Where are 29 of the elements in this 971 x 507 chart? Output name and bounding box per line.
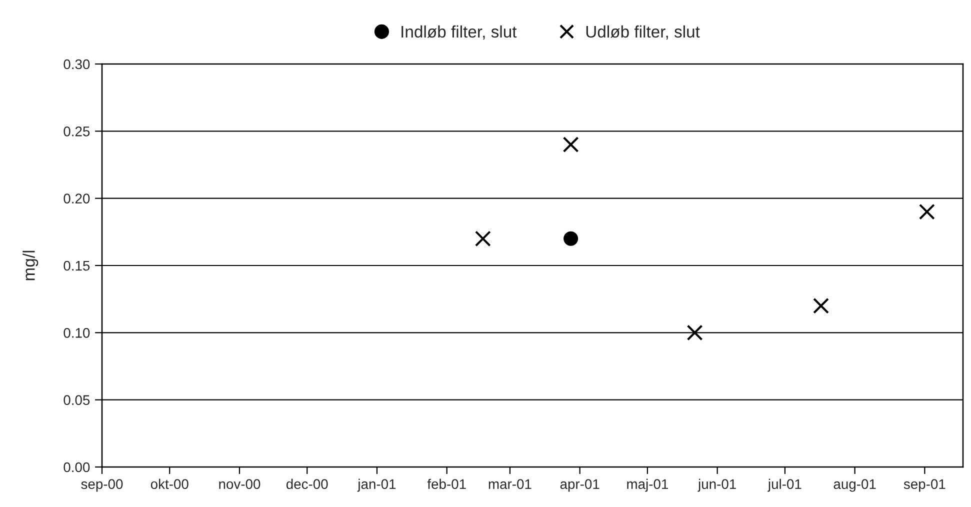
x-tick-label: nov-00 [219, 479, 260, 490]
x-tick-label: jan-01 [357, 478, 396, 492]
y-tick-label: 0.30 [64, 59, 90, 70]
y-tick-label: 0.00 [64, 462, 90, 472]
x-tick-label: sep-00 [81, 479, 123, 492]
y-tick-label: 0.25 [64, 126, 90, 136]
x-tick-label: okt-00 [150, 478, 188, 490]
y-tick-label: 0.10 [64, 328, 90, 338]
y-tick-label: 0.15 [64, 260, 90, 271]
point [918, 204, 935, 220]
y-tick-label: 0.05 [64, 395, 90, 406]
y-axis-title: mg/l [22, 250, 38, 280]
x-tick-label: apr-01 [560, 479, 600, 492]
x-tick-label: aug-01 [834, 479, 876, 492]
point [813, 298, 829, 314]
point [564, 231, 578, 246]
x-tick-label: maj-01 [627, 478, 668, 492]
x-tick-label: jun-01 [698, 478, 736, 492]
y-tick-label: 0.20 [64, 194, 90, 204]
x-tick-label: dec-00 [286, 478, 328, 490]
legend-label: Indløb filter, slut [402, 25, 517, 40]
x-tick-label: jul-01 [768, 478, 802, 492]
legend-label: Udløb filter, slut [586, 25, 700, 40]
x-tick-label: mar-01 [488, 479, 532, 490]
x-tick-label: sep-01 [904, 479, 946, 492]
x-tick-label: feb-01 [427, 478, 466, 490]
point [562, 136, 579, 153]
point [474, 230, 491, 247]
point [686, 324, 703, 341]
